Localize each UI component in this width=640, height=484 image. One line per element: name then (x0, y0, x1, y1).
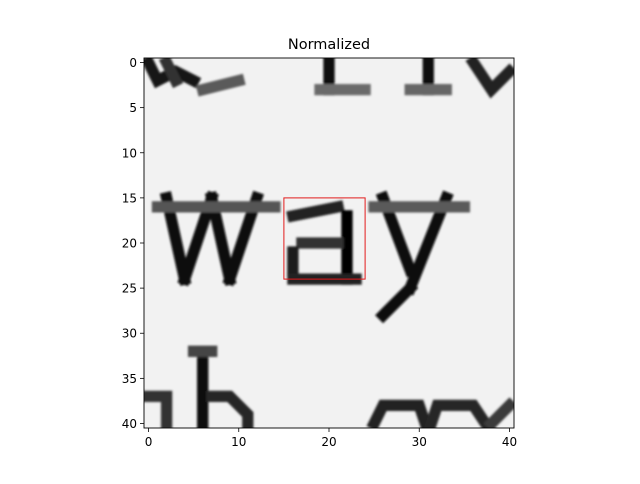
glyph-stroke-top-left-fragment (144, 58, 202, 89)
y-tick-label: 0 (129, 56, 137, 70)
y-tick-label: 5 (129, 101, 137, 115)
y-tick-label: 40 (122, 417, 137, 431)
y-axis: 0 5 10 15 20 25 30 35 40 (122, 56, 144, 431)
x-tick-label: 10 (231, 435, 246, 449)
y-tick-label: 25 (122, 282, 137, 296)
glyph-stroke-h-arch (206, 390, 254, 428)
x-tick-label: 20 (321, 435, 336, 449)
x-tick-label: 30 (412, 435, 427, 449)
glyph-stroke-m-arch-3 (483, 397, 514, 428)
glyph-stroke-m-arch-2 (423, 399, 496, 428)
x-tick-label: 0 (145, 435, 153, 449)
x-axis: 0 10 20 30 40 (145, 428, 517, 449)
y-tick-label: 35 (122, 372, 137, 386)
y-tick-label: 20 (122, 237, 137, 251)
annotations (283, 197, 366, 280)
glyph-stroke-left-edge-fragment (144, 390, 173, 428)
annotation-rectangle (283, 197, 366, 280)
glyph-strokes (144, 58, 514, 428)
y-tick-label: 10 (122, 146, 137, 160)
glyph-stroke-top-left-tail (195, 73, 246, 97)
glyph-stroke-top-left-fragment-2 (159, 58, 184, 89)
chart-title: Normalized (288, 37, 370, 53)
y-tick-label: 30 (122, 327, 137, 341)
x-tick-label: 40 (502, 435, 517, 449)
glyph-stroke-a-top (286, 200, 345, 223)
glyph-stroke-top-right-fragment (465, 58, 514, 99)
y-tick-label: 15 (122, 191, 137, 205)
glyph-stroke-m-arch-1 (366, 399, 433, 428)
glyph-stroke-y-right (402, 190, 454, 296)
glyph-stroke-y-tail (375, 280, 419, 324)
